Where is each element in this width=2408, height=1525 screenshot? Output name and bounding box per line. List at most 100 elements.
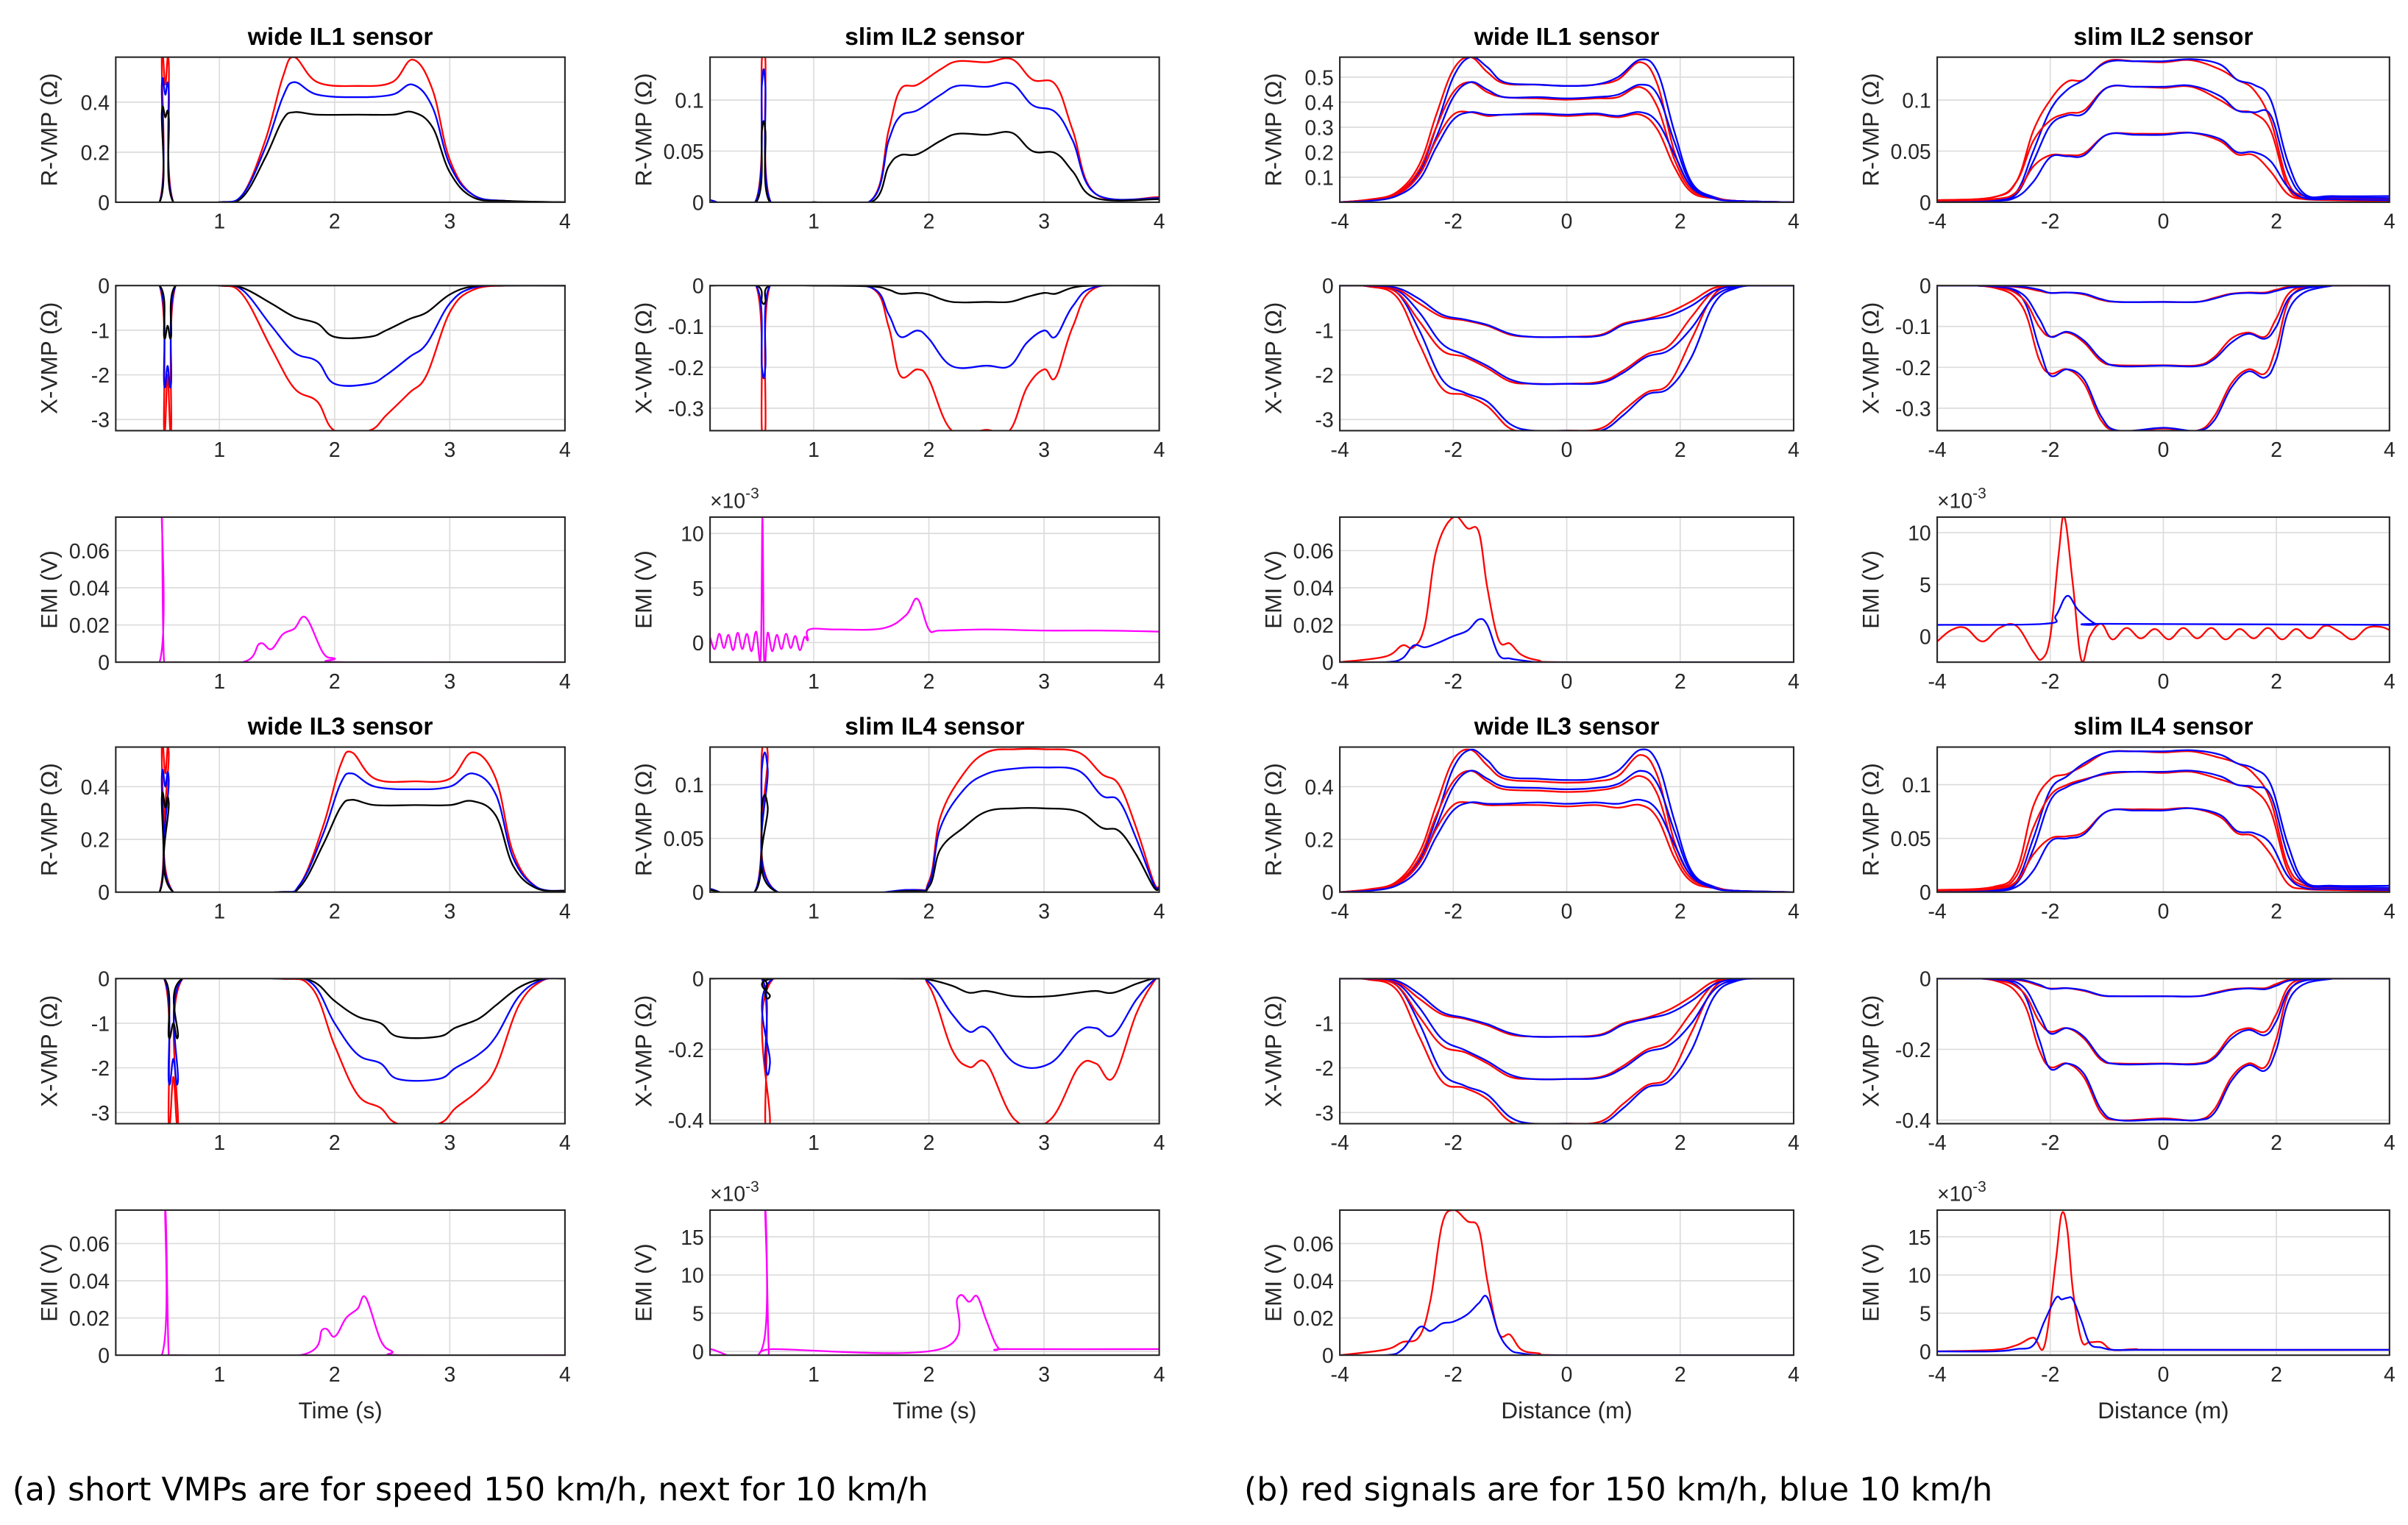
y-tick-label: 0.04 — [1293, 577, 1334, 600]
subplot-title: wide IL1 sensor — [247, 24, 433, 51]
series-line — [1340, 110, 1794, 202]
x-tick-label: 2 — [1674, 900, 1686, 923]
x-tick-label: 0 — [1561, 210, 1573, 234]
plot-area — [116, 57, 565, 202]
series-line — [116, 57, 565, 202]
y-tick-label: 10 — [681, 1265, 704, 1288]
y-tick-label: 0.1 — [1902, 90, 1931, 113]
x-tick-label: 3 — [444, 1131, 455, 1155]
axes-frame — [115, 285, 566, 432]
axes-frame — [115, 56, 566, 203]
series-group — [1937, 1211, 2390, 1353]
x-tick-label: 0 — [2158, 900, 2170, 923]
subplot: 1 2 3 4 -3 -2 -1 0 X-VMP (Ω) — [37, 968, 571, 1155]
subplot-title: slim IL2 sensor — [845, 24, 1024, 51]
y-tick-label: 0.4 — [1304, 91, 1333, 115]
series-line — [116, 769, 565, 892]
plot-area — [710, 516, 1159, 663]
y-tick-label: 10 — [1908, 1265, 1931, 1288]
x-tick-label: -4 — [1928, 900, 1946, 923]
series-line — [1937, 978, 2390, 1066]
x-tick-label: 4 — [1788, 210, 1800, 234]
x-tick-label: 2 — [2270, 670, 2282, 694]
axes-frame — [709, 285, 1160, 432]
y-tick-label: 0 — [1919, 625, 1931, 649]
x-tick-label: 0 — [1561, 438, 1573, 462]
series-line — [1340, 978, 1794, 1124]
axes-frame — [115, 516, 566, 664]
y-tick-label: 0.2 — [1304, 141, 1333, 165]
x-tick-label: -2 — [2041, 1131, 2059, 1155]
y-tick-label: -3 — [1315, 409, 1334, 433]
x-tick-label: 4 — [559, 1363, 571, 1387]
y-tick-label: -1 — [91, 1012, 110, 1036]
x-tick-label: 4 — [1788, 670, 1800, 694]
subplot-title: wide IL3 sensor — [247, 714, 433, 741]
y-tick-label: 0.02 — [69, 1307, 110, 1331]
series-line — [1937, 807, 2390, 892]
caption-b: (b) red signals are for 150 km/h, blue 1… — [1244, 1471, 1992, 1508]
x-tick-label: 1 — [213, 670, 225, 694]
y-axis-label: EMI (V) — [631, 1243, 656, 1322]
series-line — [710, 978, 1159, 1076]
axes-frame — [1339, 978, 1795, 1125]
series-group — [710, 1209, 1159, 1356]
y-tick-label: -0.1 — [1895, 316, 1931, 339]
y-tick-label: 0 — [1322, 275, 1334, 299]
y-axis-label: EMI (V) — [1260, 1243, 1286, 1322]
y-axis-label: EMI (V) — [1858, 1243, 1883, 1322]
x-tick-label: 1 — [213, 1363, 225, 1387]
y-tick-label: 0 — [1322, 1345, 1334, 1368]
y-axis-label: R-VMP (Ω) — [631, 763, 656, 876]
x-tick-label: 0 — [1561, 900, 1573, 923]
x-tick-label: 4 — [1154, 1363, 1165, 1387]
x-tick-label: 4 — [1788, 1363, 1800, 1387]
axes-frame — [1936, 746, 2390, 893]
x-tick-label: 0 — [2158, 670, 2170, 694]
y-axis-label: R-VMP (Ω) — [37, 763, 63, 876]
series-group — [116, 57, 565, 202]
x-tick-label: 2 — [923, 210, 935, 234]
series-group — [1937, 285, 2390, 431]
y-axis-label: R-VMP (Ω) — [1858, 763, 1883, 876]
y-tick-label: 0 — [98, 1345, 110, 1368]
series-line — [710, 285, 1159, 305]
plot-area — [116, 747, 565, 892]
x-tick-label: 4 — [2384, 1131, 2395, 1155]
plot-area — [116, 516, 565, 663]
y-axis-label: X-VMP (Ω) — [37, 302, 63, 414]
subplot-title: slim IL4 sensor — [845, 714, 1024, 741]
series-line — [710, 751, 1159, 892]
series-line — [1340, 978, 1794, 1038]
axes-frame — [709, 56, 1160, 203]
x-tick-label: -4 — [1331, 1363, 1349, 1387]
y-tick-label: 0.1 — [1304, 166, 1333, 190]
y-tick-label: -0.2 — [1895, 1039, 1931, 1062]
y-tick-label: 0.2 — [81, 141, 110, 165]
y-tick-label: -0.2 — [668, 357, 704, 380]
axes-frame — [115, 746, 566, 893]
y-tick-label: 0 — [692, 632, 704, 655]
axes-frame — [115, 1209, 566, 1357]
y-tick-label: 0 — [692, 968, 704, 992]
y-tick-label: 0.2 — [1304, 829, 1333, 853]
series-line — [710, 516, 1159, 663]
y-tick-label: 0 — [1322, 652, 1334, 675]
series-line — [1340, 81, 1794, 202]
x-tick-label: 2 — [329, 670, 341, 694]
exponent-power: -3 — [1972, 486, 1986, 502]
x-tick-label: 4 — [1788, 900, 1800, 923]
x-tick-label: -2 — [2041, 438, 2059, 462]
series-group — [1340, 748, 1794, 892]
series-line — [1340, 285, 1794, 431]
x-axis-label: Distance (m) — [1501, 1398, 1632, 1423]
y-tick-label: 10 — [681, 523, 704, 547]
subplot: -4 -2 0 2 4 -3 -2 -1 0 X-VMP (Ω) — [1260, 275, 1799, 462]
y-tick-label: -3 — [91, 1102, 110, 1126]
x-tick-label: 4 — [1788, 438, 1800, 462]
axes-frame — [709, 978, 1160, 1125]
